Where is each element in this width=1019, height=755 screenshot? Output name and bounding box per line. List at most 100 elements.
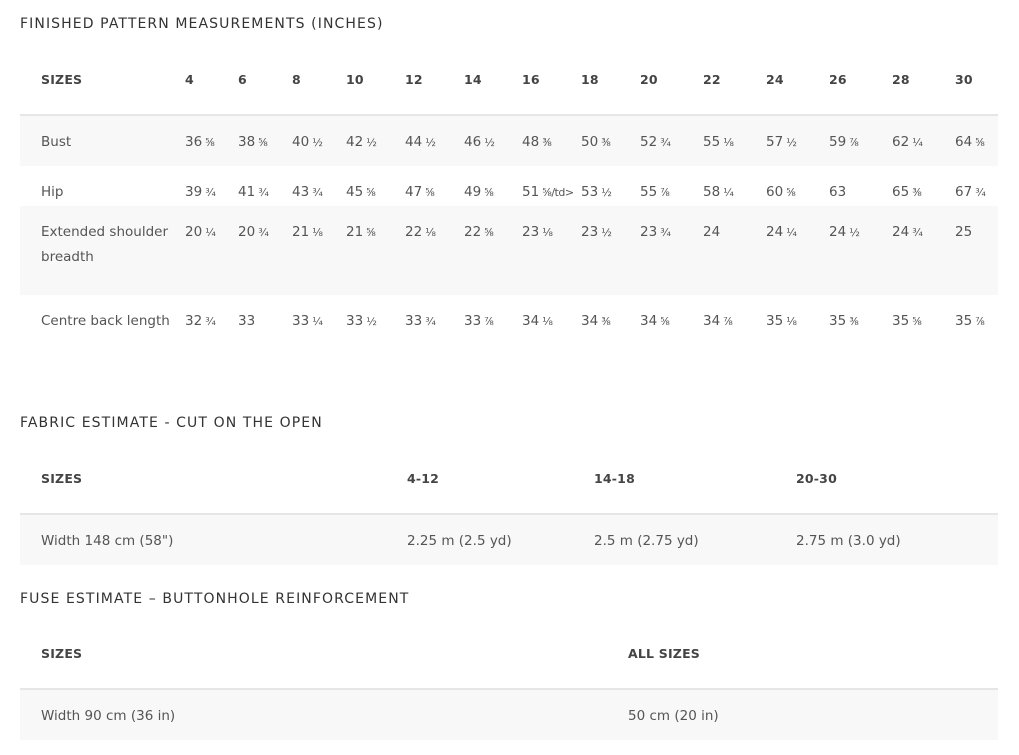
measurement-value: 33 ⁷⁄₈ xyxy=(464,295,522,359)
sizes-header: SIZES xyxy=(20,618,607,690)
measurement-whole: 35 xyxy=(955,313,973,329)
measurement-whole: 24 xyxy=(766,224,784,240)
measurement-fraction: ⁷⁄₈ xyxy=(975,315,985,328)
measurement-value: 65 ³⁄₈ xyxy=(892,166,955,206)
measurement-whole: 67 xyxy=(955,184,973,200)
measurement-fraction: ¼ xyxy=(723,186,734,199)
table-row: Width 90 cm (36 in) 50 cm (20 in) xyxy=(20,689,998,740)
size-header: 26 xyxy=(829,44,892,116)
measurement-whole: 51 xyxy=(522,184,540,200)
measurement-value: 35 ⁵⁄₈ xyxy=(892,295,955,359)
measurement-value: 49 ⁵⁄₈ xyxy=(464,166,522,206)
measurement-fraction: ⅛ xyxy=(542,226,553,239)
measurement-value: 60 ⁵⁄₈ xyxy=(766,166,829,206)
measurement-fraction: ½ xyxy=(601,186,612,199)
measurement-whole: 65 xyxy=(892,184,910,200)
measurement-value: 43 ¾ xyxy=(292,166,346,206)
measurement-value: 24 ½ xyxy=(829,206,892,295)
measurement-whole: 55 xyxy=(640,184,658,200)
row-label: Width 148 cm (58") xyxy=(20,514,386,565)
measurement-whole: 34 xyxy=(703,313,721,329)
fabric-value: 2.25 m (2.5 yd) xyxy=(386,514,573,565)
size-header: 24 xyxy=(766,44,829,116)
measurement-fraction: ⁵⁄₈ xyxy=(425,186,435,199)
measurement-whole: 24 xyxy=(829,224,847,240)
measurement-fraction: ¾ xyxy=(258,186,269,199)
measurement-whole: 33 xyxy=(464,313,482,329)
measurement-whole: 33 xyxy=(405,313,423,329)
measurement-value: 34 ⅛ xyxy=(522,295,581,359)
size-header: 6 xyxy=(238,44,292,116)
measurement-value: 20 ¼ xyxy=(185,206,238,295)
fuse-title: FUSE ESTIMATE – BUTTONHOLE REINFORCEMENT xyxy=(20,591,410,607)
size-range-header: 14-18 xyxy=(573,443,775,515)
measurement-whole: 33 xyxy=(238,313,256,329)
measurement-fraction: ⁷⁄₈ xyxy=(660,186,670,199)
measurement-value: 33 ¼ xyxy=(292,295,346,359)
measurement-whole: 46 xyxy=(464,134,482,150)
size-header: 12 xyxy=(405,44,464,116)
measurement-whole: 35 xyxy=(829,313,847,329)
measurement-value: 23 ¾ xyxy=(640,206,703,295)
measurement-fraction: ½ xyxy=(786,136,797,149)
fuse-table: SIZES ALL SIZES Width 90 cm (36 in) 50 c… xyxy=(20,618,998,740)
measurement-value: 33 xyxy=(238,295,292,359)
measurement-fraction: ¾ xyxy=(258,226,269,239)
measurement-fraction: ⁷⁄₈ xyxy=(849,136,859,149)
size-header: 22 xyxy=(703,44,766,116)
size-header: 4 xyxy=(185,44,238,116)
measurement-whole: 32 xyxy=(185,313,203,329)
measurement-fraction: ½ xyxy=(366,136,377,149)
measurement-whole: 48 xyxy=(522,134,540,150)
measurement-fraction: ½ xyxy=(366,315,377,328)
measurement-whole: 35 xyxy=(892,313,910,329)
measurement-whole: 33 xyxy=(292,313,310,329)
measurement-fraction: ⁵⁄₈ xyxy=(366,186,376,199)
measurement-whole: 34 xyxy=(581,313,599,329)
size-header: 16 xyxy=(522,44,581,116)
measurement-fraction: ³⁄₈ xyxy=(912,186,922,199)
measurement-whole: 62 xyxy=(892,134,910,150)
measurement-value: 35 ³⁄₈ xyxy=(829,295,892,359)
measurement-fraction: ³⁄₈ xyxy=(542,136,552,149)
measurement-fraction: ⅛ xyxy=(786,315,797,328)
measurement-whole: 55 xyxy=(703,134,721,150)
measurement-whole: 34 xyxy=(640,313,658,329)
measurement-value: 46 ½ xyxy=(464,115,522,166)
measurement-value: 36 ⁵⁄₈ xyxy=(185,115,238,166)
measurement-whole: 52 xyxy=(640,134,658,150)
measurement-value: 33 ¾ xyxy=(405,295,464,359)
table-row: Centre back length 32 ¾ 33 33 ¼ 33 ½ 33 ¾ 33 ⁷⁄₈ 34 ⅛… xyxy=(20,295,998,359)
measurement-fraction: ⁵⁄₈ xyxy=(786,186,796,199)
measurement-fraction: ⅛ xyxy=(723,136,734,149)
size-header: 30 xyxy=(955,44,998,116)
measurement-value: 44 ½ xyxy=(405,115,464,166)
measurement-value: 22 ⁵⁄₈ xyxy=(464,206,522,295)
measurement-value: 34 ⁷⁄₈ xyxy=(703,295,766,359)
measurement-fraction: ⁵⁄₈ xyxy=(366,226,376,239)
fabric-value: 2.5 m (2.75 yd) xyxy=(573,514,775,565)
measurement-whole: 63 xyxy=(829,184,847,200)
measurement-fraction: ½ xyxy=(312,136,323,149)
measurement-whole: 39 xyxy=(185,184,203,200)
fabric-table: SIZES 4-12 14-18 20-30 Width 148 cm (58"… xyxy=(20,443,998,565)
measurement-whole: 38 xyxy=(238,134,256,150)
measurement-value: 35 ⁷⁄₈ xyxy=(955,295,998,359)
table-row: Bust 36 ⁵⁄₈ 38 ⁵⁄₈ 40 ½ 42 ½ 44 ½ 46 ½ 48 ³⁄₈ 50 ³⁄₈ 52 ¾ 5… xyxy=(20,115,998,166)
measurement-fraction: ¾ xyxy=(660,226,671,239)
measurement-fraction: ⅛ xyxy=(542,315,553,328)
measurement-value: 22 ⅛ xyxy=(405,206,464,295)
measurement-value: 25 xyxy=(955,206,998,295)
measurement-fraction: ¼ xyxy=(312,315,323,328)
measurement-value: 59 ⁷⁄₈ xyxy=(829,115,892,166)
measurement-fraction: ⅛ xyxy=(425,226,436,239)
measurement-fraction: ½ xyxy=(484,136,495,149)
measurement-fraction: ¾ xyxy=(205,315,216,328)
measurement-whole: 23 xyxy=(581,224,599,240)
measurement-fraction: ½ xyxy=(425,136,436,149)
measurement-value: 67 ¾ xyxy=(955,166,998,206)
measurement-whole: 35 xyxy=(766,313,784,329)
row-label: Hip xyxy=(20,166,185,206)
measurement-fraction: ⁵⁄₈ xyxy=(484,186,494,199)
measurement-whole: 21 xyxy=(346,224,364,240)
